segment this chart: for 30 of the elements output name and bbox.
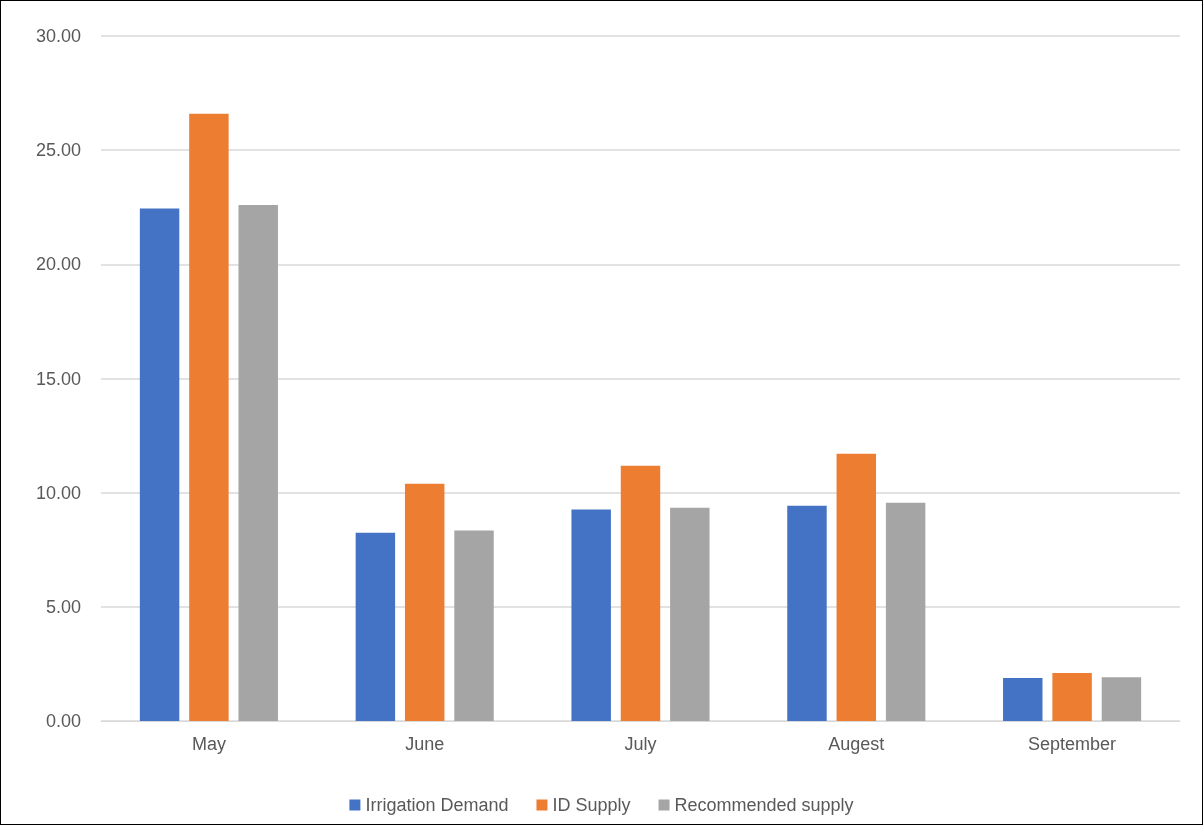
bar: [1101, 677, 1142, 721]
bar: [238, 204, 278, 721]
bar: [620, 465, 661, 721]
y-tick-label: 5.00: [45, 596, 81, 617]
bar: [139, 208, 180, 721]
y-tick-label: 0.00: [45, 711, 81, 731]
bar: [404, 483, 445, 721]
bar: [885, 502, 926, 721]
bar: [454, 530, 494, 721]
bar: [787, 505, 827, 721]
y-tick-label: 10.00: [35, 482, 81, 503]
bar: [1052, 673, 1092, 721]
x-tick-label: September: [1028, 734, 1117, 754]
bar: [1003, 678, 1043, 721]
bar: [355, 532, 396, 721]
x-tick-label: May: [191, 734, 226, 754]
legend-label: ID Supply: [552, 795, 631, 815]
y-tick-label: 30.00: [35, 26, 81, 46]
legend-label: Recommended supply: [674, 795, 854, 815]
y-tick-label: 25.00: [35, 140, 81, 161]
bar: [189, 113, 229, 721]
bar: [836, 453, 877, 721]
x-tick-label: June: [405, 734, 445, 754]
bar: [670, 507, 710, 721]
x-tick-label: July: [624, 734, 657, 754]
y-tick-label: 20.00: [35, 254, 81, 275]
legend-label: Irrigation Demand: [365, 795, 509, 815]
y-tick-label: 15.00: [35, 368, 81, 389]
bar: [571, 509, 611, 721]
x-tick-label: Augest: [828, 734, 885, 754]
